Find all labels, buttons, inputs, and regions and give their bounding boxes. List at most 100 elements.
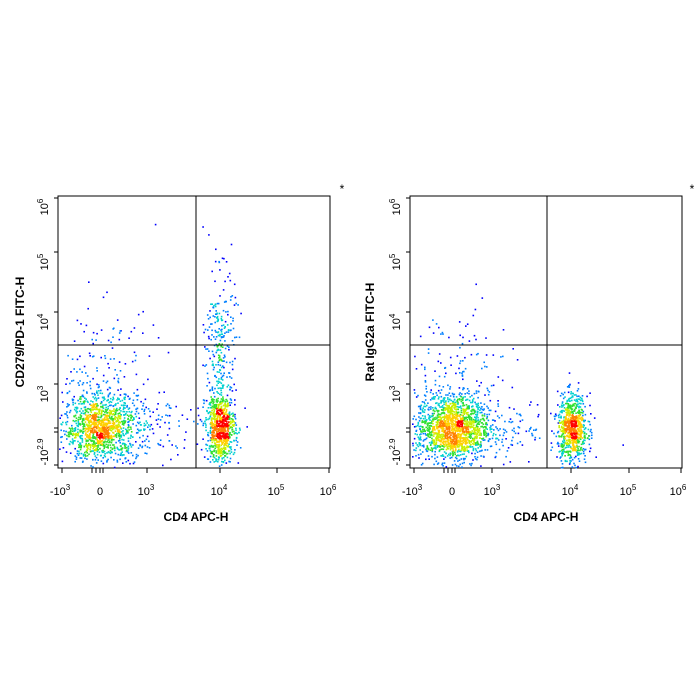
event-point [90, 431, 92, 434]
event-point [144, 398, 147, 401]
event-point [100, 406, 102, 408]
event-point [147, 378, 149, 381]
event-point [509, 461, 512, 463]
plot-right-points [412, 283, 624, 469]
event-point [460, 418, 462, 421]
event-point [566, 460, 568, 463]
event-point [223, 354, 226, 357]
event-point [479, 411, 481, 414]
event-point [452, 436, 455, 438]
event-point [454, 446, 456, 448]
event-point [132, 462, 135, 465]
event-point [581, 449, 584, 451]
event-point [475, 392, 478, 394]
event-point [470, 464, 472, 467]
event-point [230, 399, 233, 401]
event-point [567, 443, 570, 445]
event-point [89, 416, 91, 418]
event-point [94, 429, 96, 431]
event-point [110, 446, 112, 449]
event-point [85, 324, 88, 327]
event-point [452, 430, 454, 432]
event-point [421, 410, 424, 412]
event-point [455, 403, 457, 406]
event-point [473, 430, 476, 432]
event-point [212, 408, 215, 410]
event-point [208, 417, 211, 420]
event-point [461, 425, 464, 427]
event-point [455, 408, 458, 410]
event-point [570, 460, 572, 462]
event-point [216, 315, 219, 318]
event-point [208, 381, 211, 384]
event-point [109, 400, 111, 403]
event-point [439, 420, 442, 423]
event-point [473, 409, 476, 412]
event-point [89, 450, 92, 453]
event-point [427, 402, 429, 404]
event-point [83, 424, 85, 426]
event-point [588, 435, 590, 437]
event-point [113, 393, 116, 396]
event-point [468, 422, 471, 424]
event-point [88, 438, 91, 441]
event-point [109, 429, 112, 431]
event-point [123, 419, 125, 422]
event-point [229, 299, 232, 301]
event-point [233, 421, 235, 423]
event-point [208, 234, 210, 236]
event-point [458, 414, 460, 416]
event-point [130, 435, 132, 437]
event-point [227, 276, 229, 278]
event-point [75, 411, 78, 414]
event-point [480, 425, 483, 428]
event-point [94, 418, 96, 420]
event-point [121, 447, 124, 449]
event-point [580, 433, 582, 436]
event-point [95, 426, 98, 428]
event-point [561, 423, 564, 426]
event-point [478, 437, 481, 439]
event-point [414, 355, 416, 358]
event-point [203, 456, 206, 458]
event-point [124, 363, 127, 365]
event-point [116, 416, 118, 419]
event-point [470, 410, 472, 412]
event-point [85, 455, 87, 457]
event-point [218, 450, 220, 452]
event-point [227, 421, 230, 423]
event-point [444, 423, 447, 426]
event-point [465, 440, 468, 442]
event-point [230, 451, 233, 453]
event-point [220, 378, 223, 380]
event-point [413, 437, 416, 440]
event-point [91, 404, 93, 407]
event-point [133, 351, 136, 354]
event-point [106, 412, 109, 414]
event-point [72, 419, 75, 422]
event-point [587, 437, 589, 439]
x-tick-label: 103 [138, 483, 155, 498]
event-point [130, 416, 132, 419]
event-point [90, 400, 92, 402]
event-point [583, 424, 585, 427]
event-point [107, 445, 109, 448]
event-point [120, 445, 122, 447]
event-point [223, 360, 225, 362]
event-point [436, 426, 438, 428]
event-point [106, 426, 109, 429]
event-point [212, 430, 214, 432]
event-point [566, 386, 569, 388]
event-point [231, 426, 233, 429]
event-point [168, 427, 171, 430]
event-point [234, 399, 236, 401]
event-point [454, 432, 456, 434]
event-point [570, 412, 572, 414]
event-point [225, 417, 228, 419]
event-point [583, 432, 586, 435]
event-point [583, 428, 586, 431]
event-point [218, 416, 221, 418]
event-point [572, 444, 574, 447]
event-point [442, 448, 445, 451]
event-point [234, 403, 236, 406]
